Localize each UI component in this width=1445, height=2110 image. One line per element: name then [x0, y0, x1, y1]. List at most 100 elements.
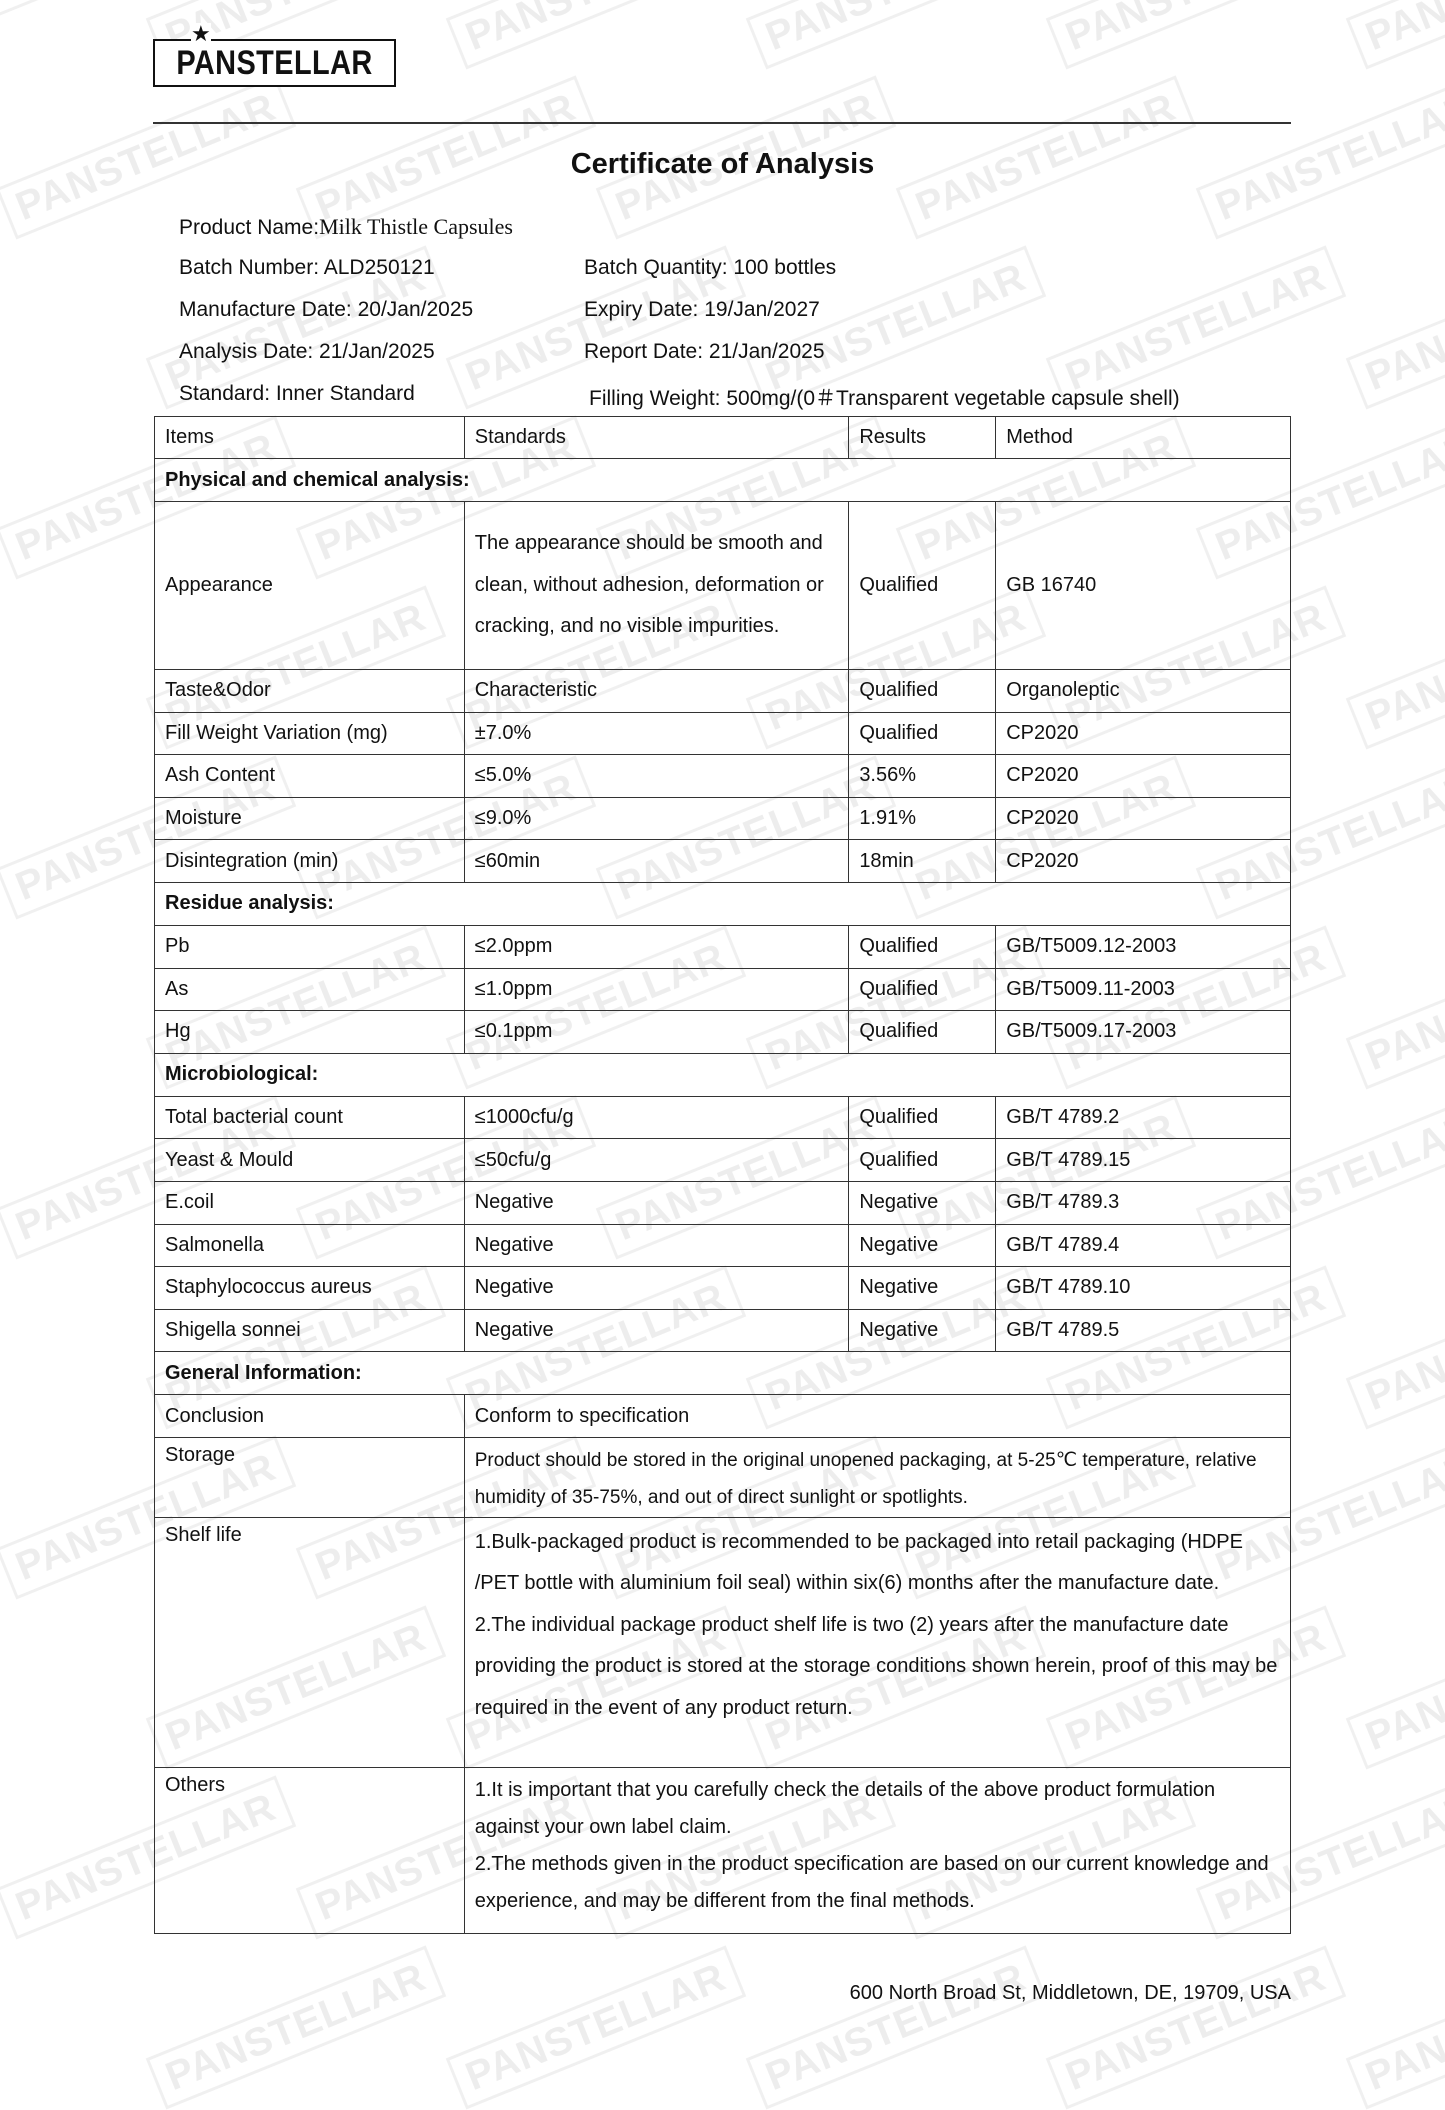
cell-item: Shigella sonnei — [154, 1308, 465, 1353]
section-row: Residue analysis: — [154, 881, 1291, 926]
analysis-table: Items Standards Results Method Physical and … — [154, 416, 1292, 1934]
cell-result: Negative — [848, 1266, 997, 1310]
table-row: Moisture ≤9.0% 1.91% CP2020 — [154, 796, 1291, 841]
cell-standard: The appearance should be smooth and clea… — [463, 501, 850, 670]
table-row: Shigella sonnei Negative Negative GB/T 4789… — [154, 1308, 1291, 1353]
cell-standard: Characteristic — [463, 669, 850, 713]
cell-item: E.coil — [154, 1180, 465, 1225]
header-standards: Standards — [463, 416, 850, 459]
general-paragraph: 1.It is important that you carefully che… — [474, 1778, 1216, 1838]
cell-item: Total bacterial count — [154, 1095, 465, 1140]
general-label: Others — [154, 1766, 465, 1934]
cell-item: Disintegration (min) — [154, 839, 465, 883]
cell-standard: Negative — [463, 1223, 850, 1268]
table-row: Staphylococcus aureus Negative Negative GB/… — [154, 1266, 1291, 1310]
table-row: Yeast & Mould ≤50cfu/g Qualified GB/T 4789.… — [154, 1138, 1291, 1182]
cell-result: Qualified — [848, 669, 997, 713]
watermark: PANSTELLAR — [445, 1945, 746, 2110]
watermark: PANSTELLAR — [145, 1945, 446, 2110]
table-row: Pb ≤2.0ppm Qualified GB/T5009.12-2003 — [154, 924, 1291, 969]
report-date: Report Date: 21/Jan/2025 — [584, 340, 825, 363]
footer-address: 600 North Broad St, Middletown, DE, 1970… — [849, 1982, 1291, 2004]
table-row: Disintegration (min) ≤60min 18min CP2020 — [154, 839, 1291, 883]
filling-weight: Filling Weight: 500mg/(0＃Transparent veg… — [589, 387, 1180, 410]
cell-result: Qualified — [848, 967, 997, 1012]
cell-result: Qualified — [848, 501, 997, 670]
watermark: PANSTELLAR — [1345, 925, 1445, 1090]
watermark: PANSTELLAR — [1345, 245, 1445, 410]
header-method: Method — [995, 416, 1291, 459]
general-text: 1.Bulk-packaged product is recommended t… — [463, 1516, 1292, 1768]
cell-method: CP2020 — [995, 839, 1291, 883]
general-row: Storage Product should be stored in the o… — [154, 1436, 1292, 1518]
logo-text: PANSTELLAR — [176, 43, 373, 82]
cell-standard: ±7.0% — [463, 711, 850, 756]
general-paragraph: Conform to specification — [474, 1404, 690, 1427]
cell-method: GB/T5009.11-2003 — [995, 967, 1291, 1012]
cell-standard: ≤2.0ppm — [463, 924, 850, 969]
table-row: Fill Weight Variation (mg) ±7.0% Qualified… — [154, 711, 1291, 756]
table-row: Ash Content ≤5.0% 3.56% CP2020 — [154, 754, 1291, 798]
cell-result: Qualified — [848, 711, 997, 756]
table-header-row: Items Standards Results Method — [154, 416, 1291, 459]
section-title: Residue analysis: — [154, 881, 1291, 926]
manufacture-date: Manufacture Date: 20/Jan/2025 — [179, 298, 474, 321]
cell-standard: ≤1.0ppm — [463, 967, 850, 1012]
cell-method: CP2020 — [995, 754, 1291, 798]
header-items: Items — [154, 416, 465, 459]
table-row: Appearance The appearance should be smoot… — [154, 501, 1291, 670]
general-text: 1.It is important that you carefully che… — [463, 1766, 1292, 1934]
cell-item: Taste&Odor — [154, 669, 465, 713]
general-row: Conclusion Conform to specification — [154, 1394, 1292, 1438]
expiry-date: Expiry Date: 19/Jan/2027 — [584, 298, 820, 321]
cell-standard: ≤9.0% — [463, 796, 850, 841]
general-row: Shelf life 1.Bulk-packaged product is rec… — [154, 1516, 1292, 1768]
general-label: Storage — [154, 1436, 465, 1518]
cell-method: GB/T 4789.10 — [995, 1266, 1291, 1310]
cell-standard: ≤0.1ppm — [463, 1010, 850, 1054]
watermark: PANSTELLAR — [1345, 1265, 1445, 1430]
watermark: PANSTELLAR — [745, 1945, 1046, 2110]
watermark: PANSTELLAR — [1045, 0, 1346, 70]
cell-method: GB 16740 — [995, 501, 1291, 670]
general-label: Shelf life — [154, 1516, 465, 1768]
section-title: General Information: — [154, 1351, 1291, 1396]
general-paragraph: Product should be stored in the original… — [474, 1449, 1257, 1508]
cell-result: Qualified — [848, 1095, 997, 1140]
general-row: Others 1.It is important that you careful… — [154, 1766, 1292, 1934]
general-text: Product should be stored in the original… — [463, 1436, 1292, 1518]
general-text: Conform to specification — [463, 1394, 1292, 1438]
cell-method: GB/T 4789.15 — [995, 1138, 1291, 1182]
cell-item: Yeast & Mould — [154, 1138, 465, 1182]
product-name: Product Name:Milk Thistle Capsules — [179, 214, 513, 240]
cell-method: GB/T 4789.2 — [995, 1095, 1291, 1140]
section-row: General Information: — [154, 1351, 1291, 1396]
cell-item: Ash Content — [154, 754, 465, 798]
cell-item: As — [154, 967, 465, 1012]
cell-item: Moisture — [154, 796, 465, 841]
watermark: PANSTELLAR — [1045, 1945, 1346, 2110]
cell-standard: ≤5.0% — [463, 754, 850, 798]
general-paragraph: 1.Bulk-packaged product is recommended t… — [474, 1530, 1243, 1595]
section-title: Microbiological: — [154, 1052, 1291, 1097]
company-logo: ★ PANSTELLAR — [153, 23, 396, 87]
table-row: Taste&Odor Characteristic Qualified Organol… — [154, 669, 1291, 713]
general-paragraph: 2.The individual package product shelf l… — [474, 1613, 1278, 1719]
cell-result: 18min — [848, 839, 997, 883]
cell-item: Salmonella — [154, 1223, 465, 1268]
standard: Standard: Inner Standard — [179, 382, 415, 405]
cell-result: Qualified — [848, 924, 997, 969]
table-row: Total bacterial count ≤1000cfu/g Qualified… — [154, 1095, 1291, 1140]
cell-standard: Negative — [463, 1180, 850, 1225]
cell-result: Negative — [848, 1180, 997, 1225]
cell-method: Organoleptic — [995, 669, 1291, 713]
batch-number: Batch Number: ALD250121 — [179, 256, 435, 279]
page-title: Certificate of Analysis — [570, 148, 875, 180]
watermark: PANSTELLAR — [745, 0, 1046, 70]
cell-standard: ≤1000cfu/g — [463, 1095, 850, 1140]
batch-quantity: Batch Quantity: 100 bottles — [584, 256, 837, 279]
cell-method: GB/T 4789.5 — [995, 1308, 1291, 1353]
cell-result: 1.91% — [848, 796, 997, 841]
header-divider — [153, 122, 1291, 124]
cell-item: Pb — [154, 924, 465, 969]
